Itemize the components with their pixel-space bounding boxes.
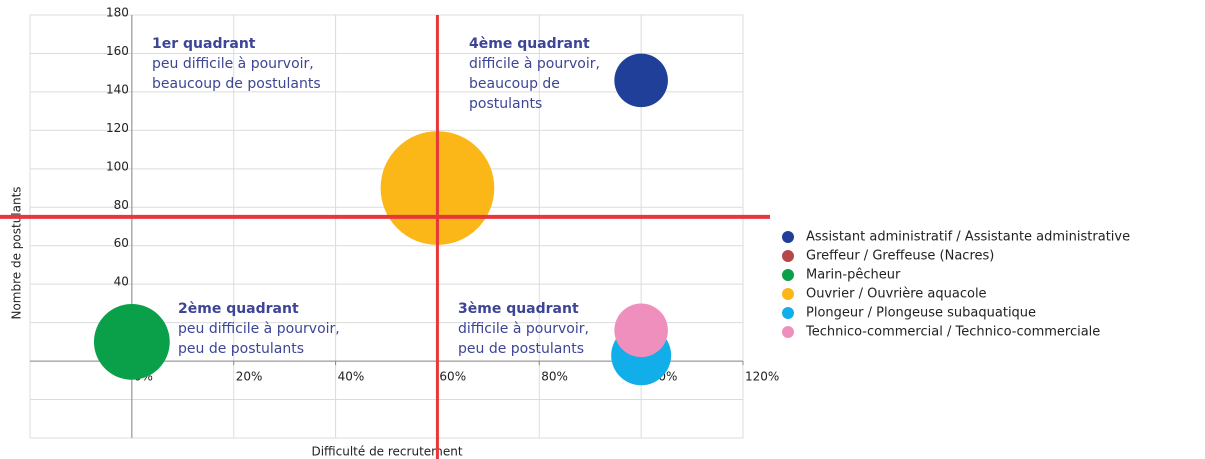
x-tick-label: 60% <box>439 370 466 384</box>
annotation-title: 1er quadrant <box>152 36 256 52</box>
legend-marker <box>782 288 794 300</box>
y-tick-label: 40 <box>114 275 129 289</box>
y-tick-label: 80 <box>114 198 129 212</box>
annotation-title: 4ème quadrant <box>469 36 590 52</box>
annotation-title: 2ème quadrant <box>178 301 299 317</box>
annotation-text: beaucoup de <box>469 76 560 92</box>
y-tick-label: 100 <box>106 159 129 173</box>
legend-marker <box>782 231 794 243</box>
x-axis-label: Difficulté de recrutement <box>311 445 462 459</box>
y-tick-label: 160 <box>106 44 129 58</box>
annotation-text: difficile à pourvoir, <box>458 321 589 337</box>
x-tick-label: 20% <box>236 370 263 384</box>
annotation-text: peu difficile à pourvoir, <box>178 321 340 337</box>
y-tick-label: 140 <box>106 82 129 96</box>
annotation-text: beaucoup de postulants <box>152 76 321 92</box>
legend-label: Marin-pêcheur <box>806 268 901 283</box>
y-tick-label: 180 <box>106 6 129 20</box>
legend-marker <box>782 326 794 338</box>
legend-label: Greffeur / Greffeuse (Nacres) <box>806 249 994 264</box>
annotation-text: peu difficile à pourvoir, <box>152 56 314 72</box>
y-axis-label: Nombre de postulants <box>10 186 24 319</box>
annotation-text: peu de postulants <box>458 341 584 357</box>
x-tick-label: 40% <box>338 370 365 384</box>
legend-label: Technico-commercial / Technico-commercia… <box>805 325 1100 340</box>
legend-marker <box>782 250 794 262</box>
annotation-text: difficile à pourvoir, <box>469 56 600 72</box>
bubble <box>614 53 668 108</box>
annotation-text: postulants <box>469 96 542 112</box>
bubble <box>614 303 668 358</box>
bubble <box>93 303 170 380</box>
legend-label: Plongeur / Plongeuse subaquatique <box>806 306 1036 321</box>
legend-label: Ouvrier / Ouvrière aquacole <box>806 287 987 302</box>
x-tick-label: 80% <box>541 370 568 384</box>
legend-marker <box>782 269 794 281</box>
annotation-text: peu de postulants <box>178 341 304 357</box>
annotation-title: 3ème quadrant <box>458 301 579 317</box>
y-tick-label: 60 <box>114 236 129 250</box>
x-tick-label: 120% <box>745 370 779 384</box>
legend-marker <box>782 307 794 319</box>
legend-label: Assistant administratif / Assistante adm… <box>806 230 1130 245</box>
y-tick-label: 120 <box>106 121 129 135</box>
